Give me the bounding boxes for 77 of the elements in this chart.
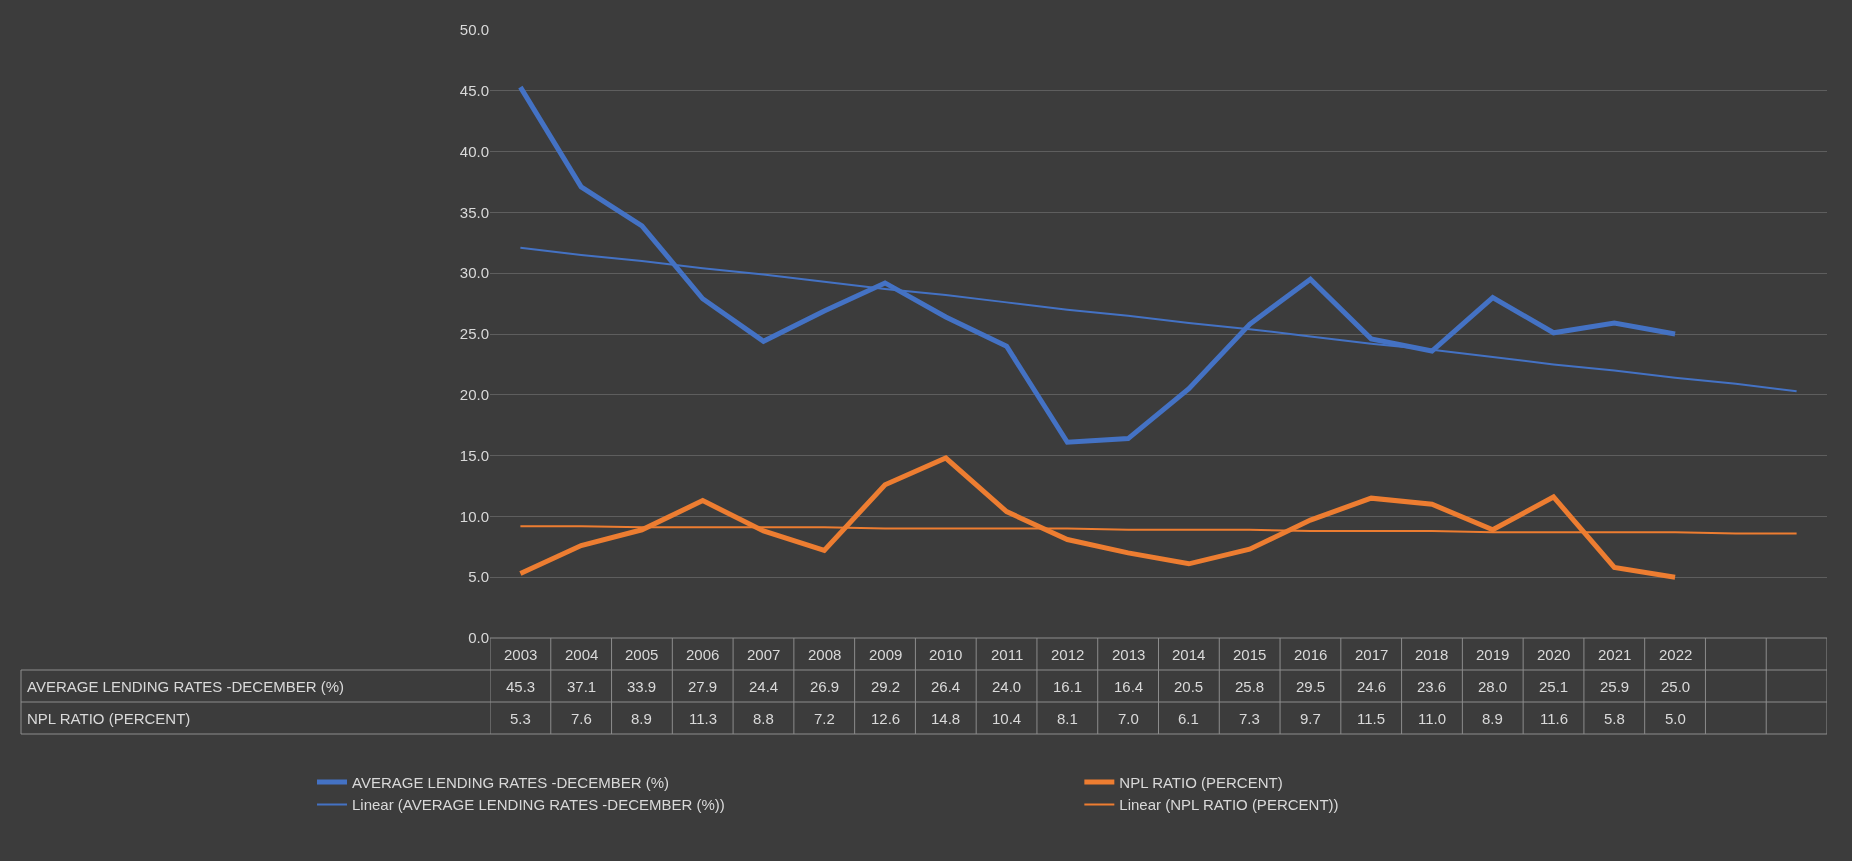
text: AVERAGE LENDING RATES -DECEMBER (%) xyxy=(27,678,344,695)
data-label: 7.6 xyxy=(571,710,592,727)
x-tick-label: 2007 xyxy=(747,646,781,663)
data-label: 5.0 xyxy=(1665,710,1686,727)
text: NPL RATIO (PERCENT) xyxy=(27,710,191,727)
y-tick-label: 30.0 xyxy=(459,264,489,282)
y-tick-label: 40.0 xyxy=(459,142,489,160)
x-tick-label: 2009 xyxy=(869,646,903,663)
data-label: 24.6 xyxy=(1357,678,1387,695)
x-tick-label: 2016 xyxy=(1294,646,1328,663)
data-label: 14.8 xyxy=(931,710,961,727)
legend-label: Linear (AVERAGE LENDING RATES -DECEMBER (%)) xyxy=(352,796,725,814)
data-label: 20.5 xyxy=(1174,678,1204,695)
y-tick-label: 5.0 xyxy=(468,568,489,586)
data-label: 45.3 xyxy=(506,678,536,695)
y-tick-label: 15.0 xyxy=(459,446,489,464)
y-tick-label: 35.0 xyxy=(459,203,489,221)
data-label: 8.8 xyxy=(753,710,774,727)
data-label: 5.3 xyxy=(510,710,531,727)
data-label: 12.6 xyxy=(871,710,901,727)
x-tick-label: 2004 xyxy=(565,646,599,663)
x-tick-label: 2008 xyxy=(808,646,842,663)
data-label: 6.1 xyxy=(1178,710,1199,727)
data-label: 11.0 xyxy=(1418,710,1447,727)
data-label: 29.2 xyxy=(871,678,901,695)
x-tick-label: 2015 xyxy=(1233,646,1267,663)
y-tick-label: 50.0 xyxy=(459,21,489,39)
data-label: 11.3 xyxy=(689,710,718,727)
x-tick-label: 2003 xyxy=(504,646,538,663)
y-tick-label: 45.0 xyxy=(459,82,489,100)
x-tick-label: 2010 xyxy=(929,646,963,663)
data-label: 5.8 xyxy=(1604,710,1625,727)
x-tick-label: 2021 xyxy=(1598,646,1632,663)
data-label: 33.9 xyxy=(627,678,657,695)
x-tick-label: 2017 xyxy=(1355,646,1389,663)
data-label: 24.0 xyxy=(992,678,1022,695)
legend-label: AVERAGE LENDING RATES -DECEMBER (%) xyxy=(352,773,669,791)
data-label: 24.4 xyxy=(749,678,779,695)
data-label: 27.9 xyxy=(688,678,718,695)
data-label: 7.3 xyxy=(1239,710,1260,727)
data-label: 26.9 xyxy=(810,678,840,695)
x-tick-label: 2020 xyxy=(1537,646,1571,663)
x-tick-label: 2005 xyxy=(625,646,659,663)
data-label: 28.0 xyxy=(1478,678,1508,695)
x-tick-label: 2006 xyxy=(686,646,720,663)
data-label: 23.6 xyxy=(1417,678,1447,695)
x-tick-label: 2012 xyxy=(1051,646,1085,663)
y-tick-label: 25.0 xyxy=(459,325,489,343)
data-label: 25.0 xyxy=(1661,678,1691,695)
data-label: 8.1 xyxy=(1057,710,1078,727)
data-label: 25.9 xyxy=(1600,678,1630,695)
data-label: 10.4 xyxy=(992,710,1022,727)
x-tick-label: 2022 xyxy=(1659,646,1693,663)
x-tick-label: 2019 xyxy=(1476,646,1510,663)
legend-label: Linear (NPL RATIO (PERCENT)) xyxy=(1119,796,1339,814)
data-label: 29.5 xyxy=(1296,678,1326,695)
data-label: 26.4 xyxy=(931,678,961,695)
legend-label: NPL RATIO (PERCENT) xyxy=(1119,773,1283,791)
data-label: 9.7 xyxy=(1300,710,1321,727)
y-tick-label: 20.0 xyxy=(459,386,489,404)
data-label: 8.9 xyxy=(631,710,652,727)
data-label: 7.0 xyxy=(1118,710,1139,727)
data-label: 11.5 xyxy=(1357,710,1386,727)
data-label: 25.8 xyxy=(1235,678,1265,695)
data-label: 16.4 xyxy=(1114,678,1144,695)
y-tick-label: 0.0 xyxy=(468,629,489,647)
x-tick-label: 2014 xyxy=(1172,646,1206,663)
data-label: 11.6 xyxy=(1540,710,1569,727)
x-tick-label: 2013 xyxy=(1112,646,1146,663)
data-label: 25.1 xyxy=(1539,678,1569,695)
x-tick-label: 2018 xyxy=(1415,646,1449,663)
y-tick-label: 10.0 xyxy=(459,507,489,525)
x-tick-label: 2011 xyxy=(991,646,1024,663)
data-label: 8.9 xyxy=(1482,710,1503,727)
data-label: 37.1 xyxy=(567,678,597,695)
data-label: 7.2 xyxy=(814,710,835,727)
data-label: 16.1 xyxy=(1053,678,1083,695)
